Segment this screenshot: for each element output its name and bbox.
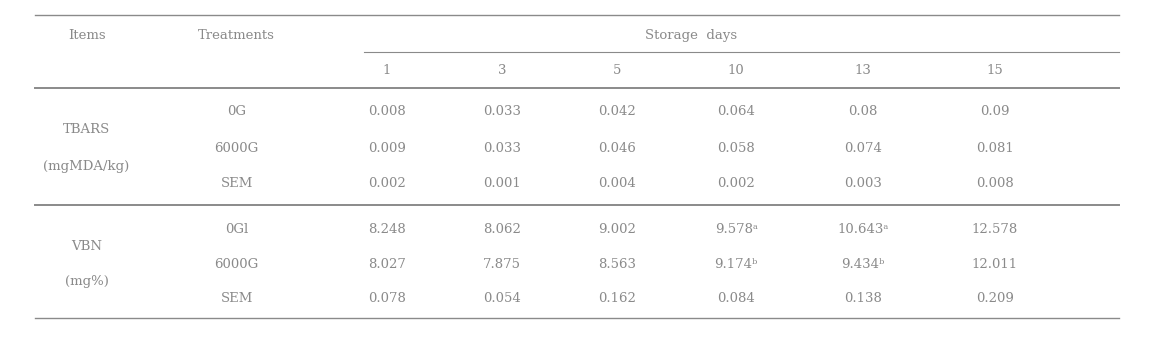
Text: Treatments: Treatments xyxy=(198,29,275,42)
Text: 10.643ᵃ: 10.643ᵃ xyxy=(838,223,889,236)
Text: 6000G: 6000G xyxy=(215,258,258,271)
Text: 0.009: 0.009 xyxy=(368,142,405,155)
Text: 1: 1 xyxy=(382,64,391,77)
Text: 0.004: 0.004 xyxy=(599,177,636,190)
Text: 9.578ᵃ: 9.578ᵃ xyxy=(714,223,758,236)
Text: 8.563: 8.563 xyxy=(599,258,636,271)
Text: 0.162: 0.162 xyxy=(599,293,636,305)
Text: 3: 3 xyxy=(497,64,507,77)
Text: 5: 5 xyxy=(613,64,622,77)
Text: 0.078: 0.078 xyxy=(368,293,405,305)
Text: 0.033: 0.033 xyxy=(484,105,520,118)
Text: 0.209: 0.209 xyxy=(976,293,1013,305)
Text: 7.875: 7.875 xyxy=(484,258,520,271)
Text: 9.174ᵇ: 9.174ᵇ xyxy=(714,258,758,271)
Text: 6000G: 6000G xyxy=(215,142,258,155)
Text: 12.578: 12.578 xyxy=(972,223,1018,236)
Text: 0.08: 0.08 xyxy=(848,105,878,118)
Text: SEM: SEM xyxy=(220,177,253,190)
Text: 0.09: 0.09 xyxy=(980,105,1010,118)
Text: 0.084: 0.084 xyxy=(718,293,755,305)
Text: 0.064: 0.064 xyxy=(718,105,755,118)
Text: 9.002: 9.002 xyxy=(599,223,636,236)
Text: 8.248: 8.248 xyxy=(368,223,405,236)
Text: 8.027: 8.027 xyxy=(368,258,405,271)
Text: 9.434ᵇ: 9.434ᵇ xyxy=(841,258,885,271)
Text: 0.081: 0.081 xyxy=(976,142,1013,155)
Text: 0.054: 0.054 xyxy=(484,293,520,305)
Text: VBN: VBN xyxy=(72,240,102,253)
Text: 0.008: 0.008 xyxy=(368,105,405,118)
Text: 10: 10 xyxy=(728,64,744,77)
Text: 0.138: 0.138 xyxy=(845,293,882,305)
Text: 0G: 0G xyxy=(227,105,246,118)
Text: Items: Items xyxy=(68,29,105,42)
Text: 8.062: 8.062 xyxy=(484,223,520,236)
Text: Storage  days: Storage days xyxy=(645,29,736,42)
Text: (mg%): (mg%) xyxy=(65,275,108,288)
Text: 0.046: 0.046 xyxy=(599,142,636,155)
Text: 0.058: 0.058 xyxy=(718,142,755,155)
Text: 0.074: 0.074 xyxy=(845,142,882,155)
Text: 0.001: 0.001 xyxy=(484,177,520,190)
Text: 0.003: 0.003 xyxy=(845,177,882,190)
Text: 12.011: 12.011 xyxy=(972,258,1018,271)
Text: 0.033: 0.033 xyxy=(484,142,520,155)
Text: 13: 13 xyxy=(855,64,871,77)
Text: 15: 15 xyxy=(987,64,1003,77)
Text: 0.042: 0.042 xyxy=(599,105,636,118)
Text: 0.002: 0.002 xyxy=(368,177,405,190)
Text: 0.002: 0.002 xyxy=(718,177,755,190)
Text: 0.008: 0.008 xyxy=(976,177,1013,190)
Text: SEM: SEM xyxy=(220,293,253,305)
Text: 0Gl: 0Gl xyxy=(225,223,248,236)
Text: (mgMDA/kg): (mgMDA/kg) xyxy=(44,160,129,173)
Text: TBARS: TBARS xyxy=(63,123,110,136)
